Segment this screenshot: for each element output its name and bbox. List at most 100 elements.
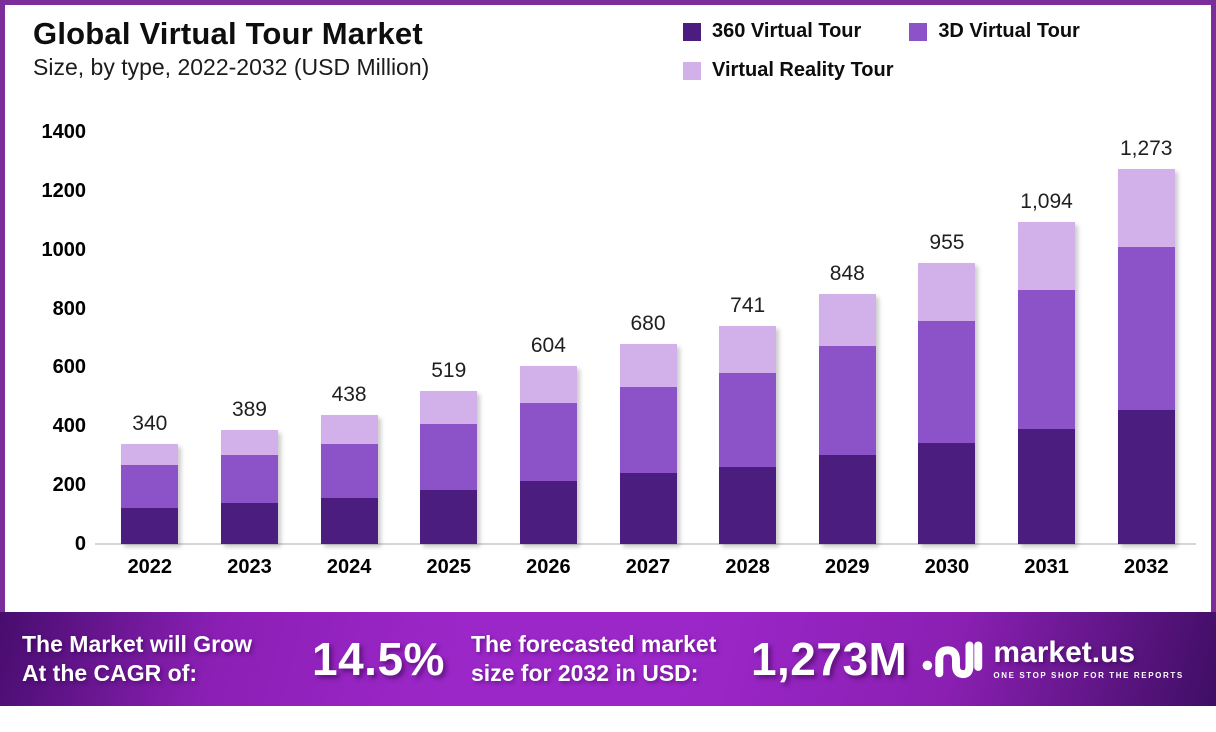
bar-segment bbox=[719, 325, 777, 373]
bar-segment bbox=[420, 424, 478, 491]
bar-segment bbox=[121, 465, 179, 509]
legend-label: Virtual Reality Tour bbox=[712, 59, 894, 81]
x-axis-label: 2026 bbox=[526, 556, 571, 578]
cagr-label: The Market will Grow At the CAGR of: bbox=[22, 631, 253, 686]
bar-total-label: 340 bbox=[132, 411, 168, 435]
bar-column-2030: 955 bbox=[897, 230, 997, 544]
legend-label: 3D Virtual Tour bbox=[938, 20, 1080, 42]
x-axis-label: 2028 bbox=[725, 556, 770, 578]
bar-column-2031: 1,094 bbox=[997, 189, 1097, 544]
bar-columns: 340 389 438 519 604 680 741 848 955 1,094 1,273 bbox=[100, 0, 1196, 544]
stacked-bar bbox=[1018, 222, 1076, 544]
bar-column-2025: 519 bbox=[399, 358, 499, 544]
stacked-bar bbox=[220, 429, 278, 544]
bar-total-label: 438 bbox=[331, 383, 367, 407]
stacked-bar bbox=[121, 443, 179, 544]
bar-chart: 340 389 438 519 604 680 741 848 955 1,094 1,273 20… bbox=[41, 0, 1196, 578]
y-axis-tick-label: 1200 bbox=[41, 179, 87, 202]
footer-banner: The Market will Grow At the CAGR of: 14.… bbox=[0, 612, 1216, 706]
brand-tagline: ONE STOP SHOP FOR THE REPORTS bbox=[993, 671, 1184, 680]
y-axis-tick-label: 400 bbox=[52, 415, 86, 438]
stacked-bar bbox=[420, 391, 478, 544]
bar-segment bbox=[320, 497, 378, 544]
cagr-value: 14.5% bbox=[312, 633, 445, 685]
bar-total-label: 848 bbox=[829, 262, 865, 286]
stacked-bar bbox=[619, 343, 677, 544]
brand-block: market.us ONE STOP SHOP FOR THE REPORTS bbox=[921, 631, 1183, 687]
bar-segment bbox=[1117, 169, 1175, 248]
legend-item-1: 360 Virtual Tour bbox=[683, 20, 861, 43]
bar-segment bbox=[320, 415, 378, 444]
bar-segment bbox=[918, 321, 976, 443]
y-axis-tick-label: 1000 bbox=[41, 238, 87, 261]
y-axis-tick-label: 800 bbox=[52, 297, 86, 320]
bar-segment bbox=[619, 473, 677, 544]
bar-segment bbox=[420, 391, 478, 425]
x-axis-label: 2027 bbox=[625, 556, 671, 578]
bar-total-label: 1,094 bbox=[1020, 190, 1073, 214]
bar-segment bbox=[519, 366, 577, 403]
y-axis-tick-label: 0 bbox=[74, 533, 86, 555]
bar-segment bbox=[121, 508, 179, 544]
bar-segment bbox=[1018, 429, 1076, 544]
stacked-bar bbox=[719, 325, 777, 544]
bar-segment bbox=[220, 454, 278, 503]
x-axis-label: 2023 bbox=[227, 556, 272, 578]
page-subtitle: Size, by type, 2022-2032 (USD Million) bbox=[33, 54, 430, 80]
y-axis-tick-label: 1400 bbox=[41, 121, 87, 143]
bar-segment bbox=[918, 442, 976, 544]
bar-segment bbox=[719, 372, 777, 467]
bar-total-label: 604 bbox=[530, 334, 566, 358]
legend-swatch-icon bbox=[683, 22, 701, 41]
brand-name: market.us bbox=[993, 636, 1136, 669]
legend-item-2: 3D Virtual Tour bbox=[909, 20, 1080, 43]
bar-segment bbox=[1018, 222, 1076, 290]
bar-segment bbox=[818, 345, 876, 456]
bar-column-2026: 604 bbox=[499, 333, 599, 544]
page-title: Global Virtual Tour Market bbox=[33, 16, 423, 51]
bar-segment bbox=[918, 263, 976, 322]
bar-segment bbox=[1117, 409, 1175, 544]
legend-swatch-icon bbox=[683, 61, 701, 80]
x-axis-label: 2029 bbox=[825, 556, 870, 578]
bar-column-2029: 848 bbox=[797, 261, 897, 544]
x-axis-label: 2032 bbox=[1123, 556, 1169, 578]
x-axis-label: 2024 bbox=[326, 556, 372, 578]
bar-segment bbox=[121, 443, 179, 466]
forecast-label: The forecasted market size for 2032 in U… bbox=[470, 631, 717, 686]
bar-column-2023: 389 bbox=[200, 397, 300, 544]
bar-segment bbox=[519, 402, 577, 481]
stacked-bar bbox=[519, 366, 577, 544]
bar-segment bbox=[1117, 247, 1175, 410]
stacked-bar bbox=[1117, 169, 1175, 544]
bar-total-label: 389 bbox=[231, 397, 267, 421]
bar-segment bbox=[719, 466, 777, 544]
stacked-bar bbox=[320, 415, 378, 544]
x-axis-label: 2030 bbox=[924, 556, 970, 578]
legend-label: 360 Virtual Tour bbox=[712, 20, 862, 42]
bar-column-2027: 680 bbox=[598, 311, 698, 544]
x-axis-label: 2031 bbox=[1024, 556, 1069, 578]
bar-total-label: 955 bbox=[929, 231, 965, 255]
bar-total-label: 1,273 bbox=[1119, 137, 1173, 161]
stacked-bar bbox=[818, 294, 876, 544]
stacked-bar bbox=[918, 263, 976, 544]
header: Global Virtual Tour Market Size, by type… bbox=[33, 16, 429, 81]
chart-legend: 360 Virtual Tour 3D Virtual Tour Virtual R… bbox=[683, 20, 1199, 82]
bar-segment bbox=[220, 502, 278, 544]
market-us-logo-icon bbox=[922, 641, 983, 679]
legend-item-3: Virtual Reality Tour bbox=[683, 59, 894, 82]
x-axis-line bbox=[95, 543, 1196, 545]
y-axis-tick-label: 200 bbox=[52, 474, 86, 497]
bar-segment bbox=[519, 480, 577, 544]
bar-segment bbox=[619, 386, 677, 474]
bar-total-label: 680 bbox=[630, 311, 666, 335]
legend-swatch-icon bbox=[909, 22, 928, 41]
bar-column-2024: 438 bbox=[299, 382, 399, 544]
bar-total-label: 741 bbox=[730, 293, 766, 317]
forecast-value: 1,273M bbox=[750, 633, 908, 685]
bar-segment bbox=[818, 455, 876, 544]
bar-column-2022: 340 bbox=[100, 411, 200, 544]
bar-segment bbox=[818, 294, 876, 346]
